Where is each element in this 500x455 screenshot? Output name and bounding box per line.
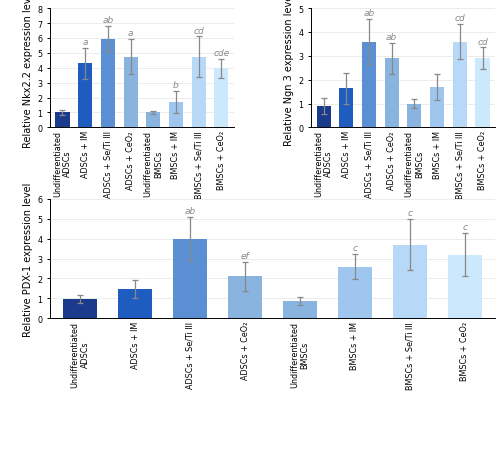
Bar [340,89,353,128]
Bar [338,267,372,318]
Text: c: c [352,243,358,252]
Text: cd: cd [477,38,488,46]
Bar [393,245,427,318]
Text: cd: cd [454,14,465,23]
Bar [124,57,138,128]
Bar [448,255,482,318]
Bar [118,290,152,318]
Bar [56,113,70,128]
Bar [63,300,97,318]
Text: a: a [82,38,88,47]
Text: cd: cd [194,26,204,35]
Bar [384,59,398,128]
Bar [453,42,467,128]
Bar [214,69,228,128]
Text: ab: ab [102,16,114,25]
Text: c: c [408,208,412,217]
Text: b: b [173,81,179,90]
Y-axis label: Relative PDX-1 expression level: Relative PDX-1 expression level [23,182,33,336]
Y-axis label: Relative Ngn 3 expression level: Relative Ngn 3 expression level [284,0,294,146]
Y-axis label: Relative Nkx2.2 expression level: Relative Nkx2.2 expression level [23,0,33,148]
Bar [362,42,376,128]
Text: a: a [128,29,134,38]
Text: cde: cde [214,49,230,58]
Text: ab: ab [364,9,374,18]
Bar [228,277,262,318]
Bar [173,239,207,318]
Bar [169,103,183,128]
Bar [192,57,205,128]
Bar [430,88,444,128]
Bar [476,59,490,128]
Text: c: c [462,222,468,232]
Bar [316,106,330,128]
Bar [408,104,422,128]
Bar [101,40,115,128]
Text: ef: ef [240,251,250,260]
Bar [78,64,92,128]
Bar [146,113,160,128]
Text: ab: ab [386,33,398,42]
Bar [283,302,317,318]
Text: ab: ab [184,207,196,216]
